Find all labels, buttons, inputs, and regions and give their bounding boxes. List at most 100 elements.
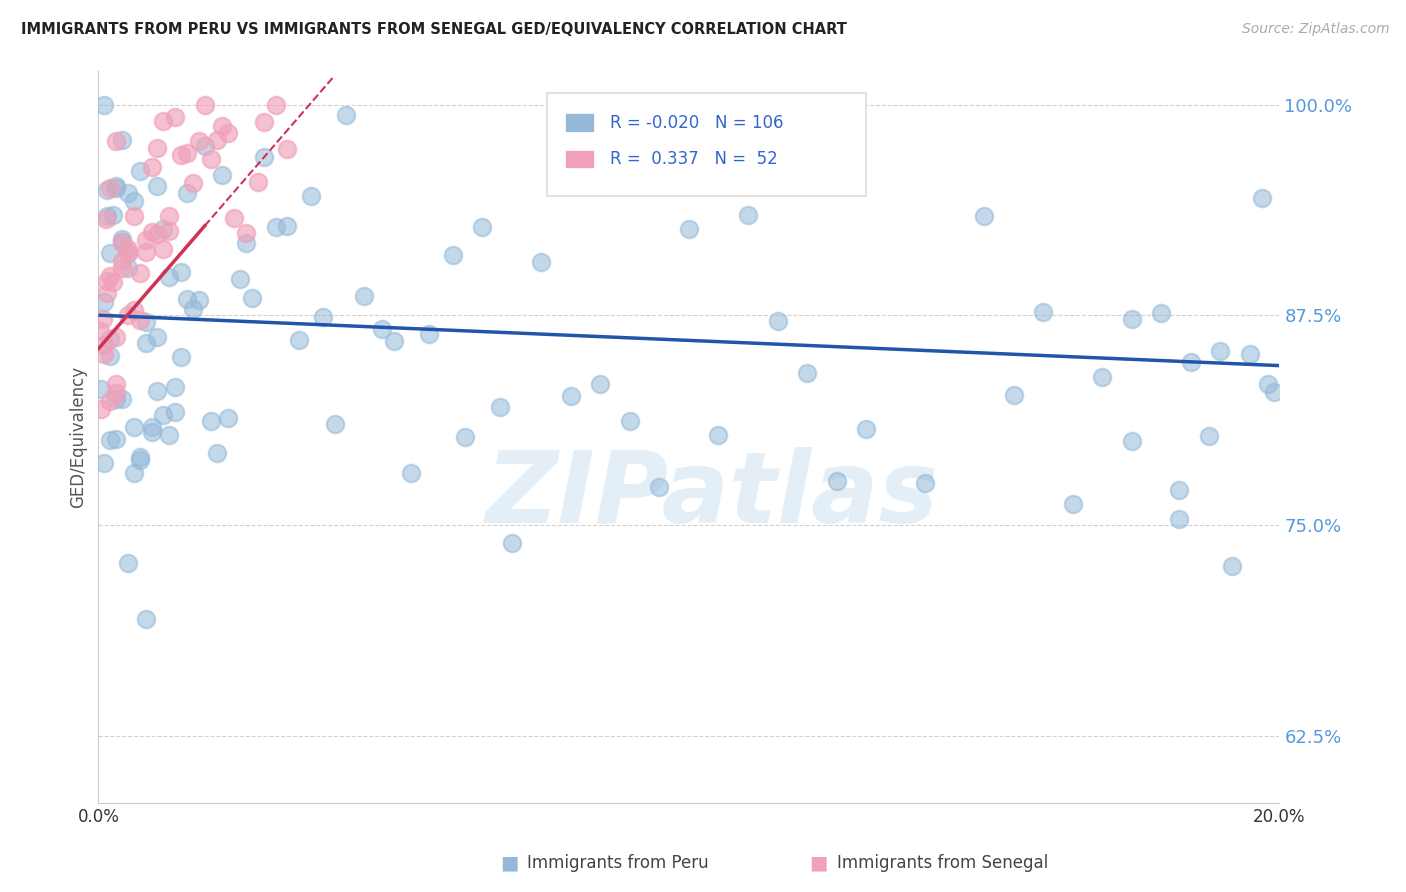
FancyBboxPatch shape [565, 113, 595, 132]
Point [141, 225, 163, 239]
Point [111, 133, 134, 147]
Text: ■: ■ [499, 854, 519, 872]
Point [93, 347, 115, 361]
Point [103, 275, 125, 289]
Point [157, 269, 180, 284]
Point [299, 189, 322, 203]
Point [111, 253, 134, 268]
Point [1220, 558, 1243, 573]
Point [98, 246, 121, 260]
Point [105, 386, 128, 401]
Point [181, 176, 204, 190]
FancyBboxPatch shape [565, 150, 595, 169]
Point [176, 186, 198, 200]
Point [1002, 388, 1025, 402]
Point [117, 186, 139, 201]
Point [135, 612, 157, 626]
Point [170, 350, 193, 364]
Point [1257, 377, 1279, 392]
Point [146, 227, 169, 241]
Point [93, 456, 115, 470]
FancyBboxPatch shape [547, 94, 866, 195]
Text: Immigrants from Senegal: Immigrants from Senegal [837, 855, 1047, 872]
Point [276, 142, 298, 156]
Point [264, 98, 287, 112]
Point [128, 453, 150, 467]
Point [91, 312, 114, 326]
Point [1150, 306, 1173, 320]
Point [217, 126, 239, 140]
Point [253, 150, 276, 164]
Text: ■: ■ [808, 854, 828, 872]
Point [94, 211, 117, 226]
Point [141, 420, 163, 434]
Point [117, 260, 139, 275]
Point [235, 235, 257, 250]
Point [146, 141, 169, 155]
Point [312, 310, 335, 324]
Point [93, 338, 115, 352]
Point [146, 329, 169, 343]
Point [96, 183, 118, 197]
Point [471, 220, 494, 235]
Point [96, 275, 118, 289]
Point [200, 152, 222, 166]
Point [560, 389, 582, 403]
Point [96, 286, 118, 301]
Point [98, 268, 121, 283]
Text: Source: ZipAtlas.com: Source: ZipAtlas.com [1241, 22, 1389, 37]
Point [135, 245, 157, 260]
Point [152, 222, 174, 236]
Point [973, 209, 995, 223]
Point [1198, 429, 1220, 443]
Text: ZIPatlas: ZIPatlas [486, 447, 939, 544]
Point [105, 432, 128, 446]
Point [1209, 343, 1232, 358]
Point [117, 246, 139, 260]
Point [157, 209, 180, 223]
Point [117, 556, 139, 570]
Point [105, 181, 128, 195]
Point [796, 366, 818, 380]
Point [176, 145, 198, 160]
Point [1263, 384, 1285, 399]
Point [152, 242, 174, 256]
Point [371, 321, 394, 335]
Point [707, 427, 730, 442]
Point [418, 326, 440, 341]
Point [224, 211, 246, 226]
Point [128, 450, 150, 464]
Point [619, 414, 641, 428]
Point [96, 209, 118, 223]
Point [135, 335, 157, 350]
Point [205, 133, 228, 147]
Point [489, 400, 512, 414]
Point [401, 466, 423, 480]
Point [589, 376, 612, 391]
Point [353, 289, 375, 303]
Point [501, 536, 523, 550]
Point [90, 402, 112, 417]
Text: R = -0.020   N = 106: R = -0.020 N = 106 [610, 113, 783, 131]
Point [1121, 311, 1143, 326]
Point [111, 260, 134, 275]
Point [288, 333, 311, 347]
Point [105, 178, 128, 193]
Point [146, 179, 169, 194]
Text: IMMIGRANTS FROM PERU VS IMMIGRANTS FROM SENEGAL GED/EQUIVALENCY CORRELATION CHAR: IMMIGRANTS FROM PERU VS IMMIGRANTS FROM … [21, 22, 846, 37]
Point [165, 405, 187, 419]
Point [530, 254, 553, 268]
Point [152, 409, 174, 423]
Point [111, 232, 134, 246]
Point [235, 227, 257, 241]
Point [105, 134, 128, 148]
Point [1250, 191, 1272, 205]
Point [103, 208, 125, 222]
Point [117, 308, 139, 322]
Point [766, 314, 789, 328]
Point [176, 292, 198, 306]
Point [90, 382, 112, 396]
Point [117, 245, 139, 260]
Point [1239, 347, 1261, 361]
Point [678, 221, 700, 235]
